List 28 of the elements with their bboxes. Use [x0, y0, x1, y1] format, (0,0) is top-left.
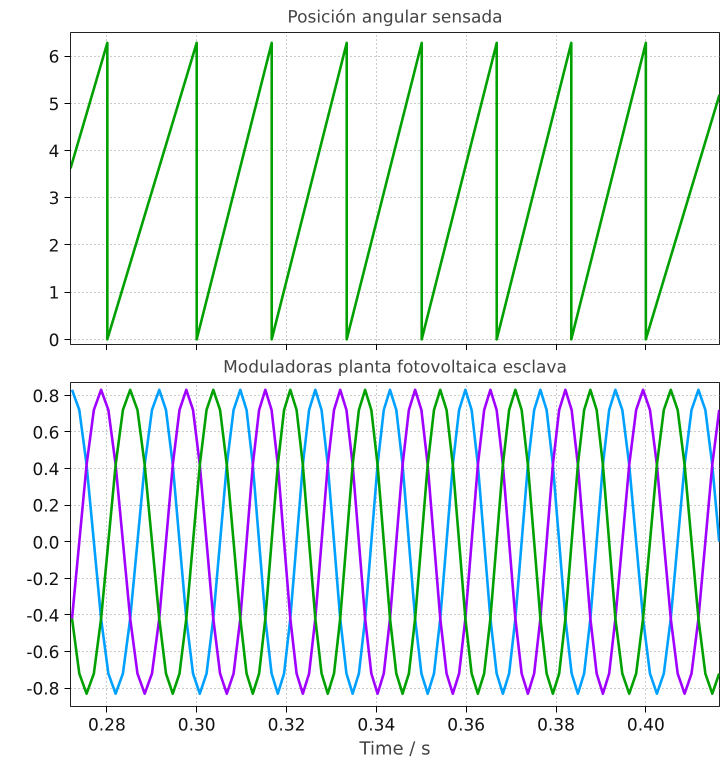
chart-title: Moduladoras planta fotovoltaica esclava	[223, 358, 567, 378]
chart-title: Posición angular sensada	[287, 8, 503, 28]
x-tick-label: 0.30	[178, 716, 216, 736]
y-tick-label: 0.0	[32, 533, 60, 554]
x-tick-label: 0.36	[447, 716, 486, 736]
y-tick-label: -0.4	[26, 606, 60, 626]
x-tick-label: 0.32	[268, 716, 306, 736]
y-tick-label: 0.4	[32, 460, 60, 480]
y-tick-label: 6	[48, 48, 60, 68]
x-axis-title: Time / s	[358, 738, 430, 760]
line-series	[70, 388, 720, 695]
y-tick-label: 3	[48, 189, 60, 210]
x-tick-label: 0.38	[537, 716, 575, 736]
y-tick-label: 0.2	[32, 496, 60, 517]
x-tick-label: 0.34	[357, 716, 396, 736]
y-tick-label: 4	[48, 142, 60, 162]
line-series	[70, 42, 720, 341]
y-tick-label: 0.8	[32, 386, 60, 407]
y-tick-label: -0.6	[26, 643, 60, 664]
y-tick-label: 1	[48, 284, 60, 304]
y-tick-label: -0.2	[26, 570, 60, 590]
y-tick-label: 2	[48, 236, 60, 256]
y-tick-label: 0	[48, 330, 60, 351]
y-tick-label: 0.6	[32, 423, 60, 444]
y-tick-label: -0.8	[26, 680, 60, 700]
x-tick-label: 0.40	[626, 716, 665, 736]
x-tick-label: 0.28	[88, 716, 126, 736]
y-tick-label: 5	[48, 94, 60, 115]
